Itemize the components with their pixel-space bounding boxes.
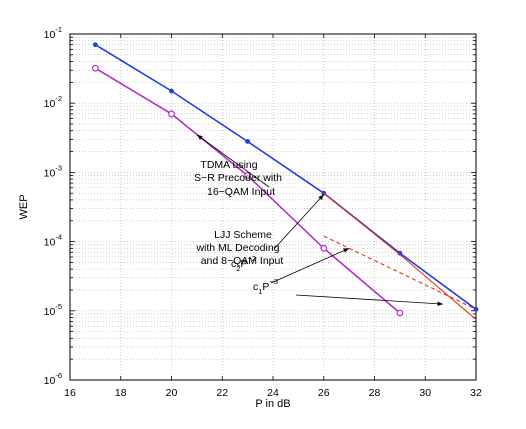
x-tick-label: 18 (115, 387, 127, 399)
x-tick-label: 20 (166, 387, 178, 399)
annotation-label: LJJ Scheme (214, 229, 272, 241)
x-tick-label: 26 (318, 387, 330, 399)
annotation-label: S−R Precoder with (194, 172, 282, 184)
x-tick-label: 28 (369, 387, 381, 399)
x-tick-label: 24 (267, 387, 279, 399)
x-axis-label: P in dB (255, 398, 290, 410)
annotation-arrow (196, 134, 270, 188)
y-tick-label: 10-4 (44, 233, 62, 249)
x-tick-label: 22 (216, 387, 228, 399)
data-point (397, 250, 403, 256)
data-point (169, 88, 174, 94)
annotation-label: c2P−2 (231, 254, 256, 273)
annotation-arrow (273, 194, 325, 250)
x-tick-label: 30 (419, 387, 431, 399)
series-line-0 (94, 44, 477, 310)
y-tick-label: 10-1 (44, 25, 62, 41)
y-tick-label: 10-6 (44, 371, 62, 387)
annotation-2: c2P−2 (231, 247, 350, 284)
annotation-arrow (295, 294, 444, 306)
y-axis-label: WEP (18, 194, 30, 219)
y-tick-label: 10-5 (44, 302, 62, 318)
data-point (244, 172, 252, 179)
data-point (396, 309, 404, 317)
annotation-label: TDMA using (200, 159, 257, 171)
data-point (473, 306, 479, 312)
annotation-label: with ML Decoding (195, 242, 279, 254)
y-ticks: 10-1 10-2 10-3 10-4 10-5 10-6 (44, 25, 476, 387)
annotation-label: 16−QAM Input (207, 186, 275, 198)
y-tick-label: 10-2 (44, 94, 62, 110)
x-ticks: 16 18 20 22 24 26 28 30 32 (64, 34, 482, 399)
data-point (320, 244, 328, 252)
data-point (91, 64, 99, 72)
data-point (92, 42, 98, 48)
x-tick-label: 32 (470, 387, 482, 399)
x-tick-label: 16 (64, 387, 76, 399)
data-point (245, 139, 251, 144)
grid-lines (70, 34, 476, 380)
annotation-label: and 8−QAM Input (201, 255, 284, 267)
annotation-3: c1P−3 (253, 277, 444, 306)
series-layer (91, 42, 479, 320)
annotation-label: c1P−3 (253, 277, 278, 296)
y-tick-label: 10-3 (44, 163, 62, 179)
data-point (168, 110, 175, 118)
series-line-2 (323, 192, 477, 320)
annotation-arrow (270, 247, 350, 284)
series-line-3 (323, 235, 477, 310)
